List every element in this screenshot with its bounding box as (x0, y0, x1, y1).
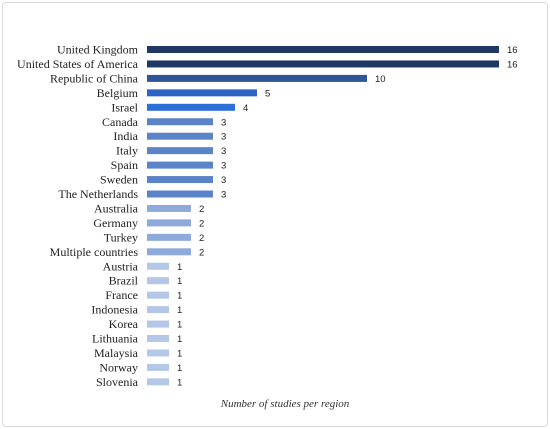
value-label-spain: 3 (221, 161, 226, 172)
category-label-india: India (113, 129, 138, 143)
bar-sweden (147, 176, 213, 184)
category-label-italy: Italy (116, 144, 138, 158)
category-label-korea: Korea (109, 317, 139, 331)
category-label-the-netherlands: The Netherlands (58, 187, 138, 201)
bar-france (147, 291, 169, 299)
value-label-korea: 1 (177, 320, 182, 331)
bar-korea (147, 320, 169, 328)
category-label-turkey: Turkey (104, 230, 138, 244)
bar-germany (147, 219, 191, 227)
category-label-canada: Canada (102, 115, 139, 129)
value-label-indonesia: 1 (177, 305, 182, 316)
value-label-brazil: 1 (177, 276, 182, 287)
category-label-malaysia: Malaysia (94, 346, 139, 360)
value-label-united-kingdom: 16 (507, 45, 518, 56)
value-label-norway: 1 (177, 363, 182, 374)
category-label-lithuania: Lithuania (92, 332, 139, 346)
category-label-israel: Israel (111, 100, 138, 114)
value-label-sweden: 3 (221, 175, 226, 186)
value-label-italy: 3 (221, 146, 226, 157)
value-label-austria: 1 (177, 262, 182, 273)
value-label-turkey: 2 (199, 233, 204, 244)
value-label-the-netherlands: 3 (221, 190, 226, 201)
bar-lithuania (147, 335, 169, 342)
bar-australia (147, 204, 191, 212)
bar-norway (147, 363, 169, 371)
value-labels: 16 16 10 5 4 3 3 3 3 3 3 2 2 2 2 1 1 1 1 1 1 1 1 1 (177, 45, 518, 388)
category-label-germany: Germany (93, 216, 138, 230)
category-label-slovenia: Slovenia (96, 375, 139, 389)
bar-spain (147, 161, 213, 169)
category-label-france: France (105, 288, 138, 302)
value-label-united-states-of-america: 16 (507, 59, 518, 70)
value-label-republic-of-china: 10 (375, 74, 386, 85)
category-label-multiple-countries: Multiple countries (50, 245, 139, 259)
value-label-india: 3 (221, 132, 226, 143)
bar-the-netherlands (147, 190, 213, 198)
bar-india (147, 132, 213, 140)
category-label-austria: Austria (103, 259, 139, 273)
bar-canada (147, 118, 213, 126)
value-label-multiple-countries: 2 (199, 247, 204, 258)
bar-united-kingdom (147, 46, 499, 53)
bars-group (147, 46, 499, 386)
value-label-slovenia: 1 (177, 377, 182, 388)
bar-united-states-of-america (147, 60, 499, 68)
bar-israel (147, 103, 235, 111)
category-label-republic-of-china: Republic of China (50, 71, 139, 85)
bar-austria (147, 262, 169, 270)
category-label-united-kingdom: United Kingdom (57, 43, 139, 57)
category-label-sweden: Sweden (100, 173, 138, 187)
category-label-belgium: Belgium (97, 86, 139, 100)
bar-multiple-countries (147, 248, 191, 256)
category-label-brazil: Brazil (109, 274, 139, 288)
category-label-indonesia: Indonesia (91, 303, 138, 317)
bar-italy (147, 147, 213, 155)
value-label-canada: 3 (221, 117, 226, 128)
bar-slovenia (147, 378, 169, 386)
bar-indonesia (147, 306, 169, 314)
bar-brazil (147, 277, 169, 285)
value-label-israel: 4 (243, 103, 248, 114)
value-label-germany: 2 (199, 218, 204, 229)
value-label-malaysia: 1 (177, 348, 182, 359)
bar-belgium (147, 89, 257, 97)
bar-republic-of-china (147, 74, 367, 82)
bar-malaysia (147, 349, 169, 357)
category-label-norway: Norway (99, 360, 138, 374)
category-label-united-states-of-america: United States of America (17, 57, 139, 71)
bar-turkey (147, 233, 191, 241)
value-label-australia: 2 (199, 204, 204, 215)
x-axis-title: Number of studies per region (220, 398, 350, 410)
category-label-spain: Spain (111, 158, 138, 172)
value-label-france: 1 (177, 291, 182, 302)
category-label-australia: Australia (94, 201, 139, 215)
value-label-belgium: 5 (265, 88, 270, 99)
value-label-lithuania: 1 (177, 334, 182, 345)
